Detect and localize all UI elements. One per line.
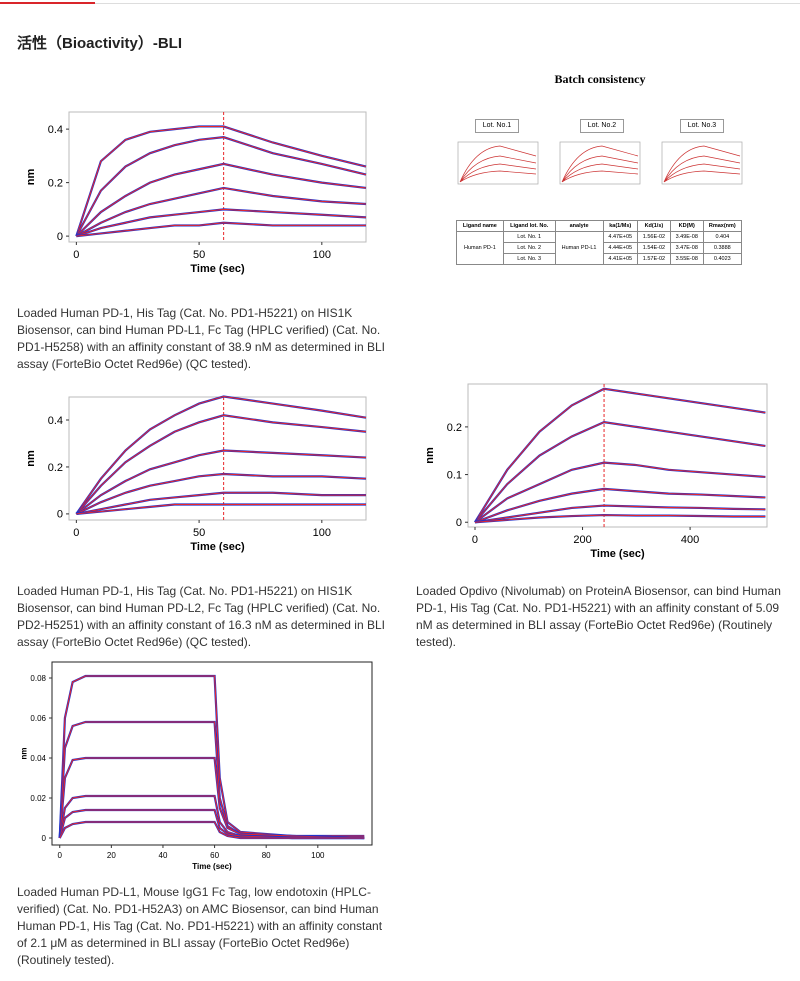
fit-curve [59, 809, 365, 839]
fit-curve [76, 163, 367, 237]
x-axis-label: Time (sec) [190, 263, 245, 275]
table-cell: 4.41E+05 [602, 253, 638, 265]
y-tick-label: 0.2 [48, 462, 63, 474]
table-cell: 1.57E-02 [636, 253, 671, 265]
lot-label: Lot. No.2 [580, 119, 624, 133]
x-axis-label: Time (sec) [190, 541, 245, 553]
y-tick-label: 0.02 [30, 794, 46, 803]
fit-curve [76, 208, 367, 237]
x-tick-label: 200 [573, 534, 591, 546]
y-tick-label: 0.4 [48, 415, 63, 427]
table-cell: Lot. No. 3 [502, 253, 556, 265]
x-tick-label: 0 [73, 249, 79, 261]
sensorgram [75, 186, 367, 238]
y-tick-label: 0.1 [447, 469, 462, 481]
x-tick-label: 100 [311, 851, 325, 860]
fit-curve [474, 421, 766, 523]
sensorgram [58, 756, 365, 840]
figure-caption: Loaded Opdivo (Nivolumab) on ProteinA Bi… [416, 584, 781, 649]
table-cell: Human PD-L1 [554, 231, 604, 265]
batch-table: Ligand name Ligand lot. No. analyte ka(1/Ms… [456, 220, 743, 265]
figure-caption: Loaded Human PD-1, His Tag (Cat. No. PD1… [17, 584, 385, 649]
table-row: Lot. No. 2 4.44E+05 1.54E-02 3.47E-08 0.3888 [457, 242, 743, 254]
fit-curve [474, 388, 766, 523]
plot-frame [51, 661, 373, 846]
y-tick-label: 0.2 [48, 177, 63, 189]
x-tick-label: 80 [262, 851, 271, 860]
fit-curve [59, 757, 365, 839]
x-tick-label: 60 [210, 851, 219, 860]
plot-frame [467, 383, 768, 528]
sensorgram [474, 387, 766, 523]
fit-curve [474, 488, 766, 523]
x-tick-label: 100 [313, 249, 331, 261]
sensorgram [58, 808, 365, 840]
x-tick-label: 0 [472, 534, 478, 546]
batch-title: Batch consistency [554, 72, 646, 86]
table-row: Lot. No. 3 4.41E+05 1.57E-02 3.55E-08 0.4023 [457, 253, 743, 265]
fit-curve [76, 492, 366, 515]
y-axis-label: nm [19, 748, 28, 760]
fit-curve [75, 125, 367, 237]
fit-curve [59, 721, 365, 839]
top-rule [0, 3, 800, 4]
x-axis-label: Time (sec) [192, 862, 232, 871]
y-tick-label: 0 [57, 231, 63, 243]
plot-frame [68, 111, 367, 243]
y-tick-label: 0.08 [30, 674, 46, 683]
fit-curve [76, 450, 367, 515]
fit-curve [59, 795, 365, 839]
x-tick-label: 50 [193, 527, 205, 539]
sensorgram [75, 414, 367, 515]
y-tick-label: 0.4 [48, 124, 63, 136]
y-tick-label: 0.06 [30, 714, 46, 723]
fit-curve [474, 505, 766, 523]
x-tick-label: 100 [313, 527, 331, 539]
y-tick-label: 0.2 [447, 422, 462, 434]
x-tick-label: 0 [73, 527, 79, 539]
x-tick-label: 20 [107, 851, 116, 860]
fit-curve [75, 414, 367, 515]
y-tick-label: 0.04 [30, 754, 46, 763]
x-axis-label: Time (sec) [590, 548, 645, 560]
y-axis-label: nm [25, 450, 37, 467]
x-tick-label: 40 [159, 851, 168, 860]
figure-caption: Loaded Human PD-1, His Tag (Cat. No. PD1… [17, 306, 385, 371]
sensorgram [474, 461, 766, 524]
lot-thumbnails [457, 141, 743, 185]
sensorgram [75, 136, 367, 237]
table-cell: 0.4023 [702, 253, 743, 265]
y-axis-label: nm [424, 447, 436, 464]
x-tick-label: 50 [193, 249, 205, 261]
fit-curve [76, 504, 366, 515]
y-tick-label: 0 [42, 834, 47, 843]
fit-curve [59, 675, 365, 839]
lot-label: Lot. No.1 [475, 119, 519, 133]
y-axis-label: nm [25, 169, 37, 186]
tab-indicator [0, 2, 95, 4]
x-tick-label: 0 [58, 851, 63, 860]
figure-caption: Loaded Human PD-L1, Mouse IgG1 Fc Tag, l… [17, 885, 383, 967]
y-tick-label: 0 [456, 517, 462, 529]
fit-curve [76, 222, 366, 237]
fit-curve [474, 514, 766, 523]
fit-curve [59, 821, 365, 839]
table-header-cell: ka(1/Ms) [602, 220, 638, 232]
y-tick-label: 0 [57, 509, 63, 521]
fit-curve [75, 136, 367, 237]
fit-curve [474, 462, 766, 523]
lot-label: Lot. No.3 [680, 119, 724, 133]
fit-curve [76, 473, 367, 515]
sensorgram [58, 720, 365, 840]
sensorgram [58, 794, 365, 840]
fit-curve [76, 187, 367, 237]
x-tick-label: 400 [681, 534, 699, 546]
section-title: 活性（Bioactivity）-BLI [17, 35, 183, 52]
fit-curve [75, 396, 367, 515]
sensorgram [75, 125, 367, 237]
plot-frame [68, 396, 367, 521]
